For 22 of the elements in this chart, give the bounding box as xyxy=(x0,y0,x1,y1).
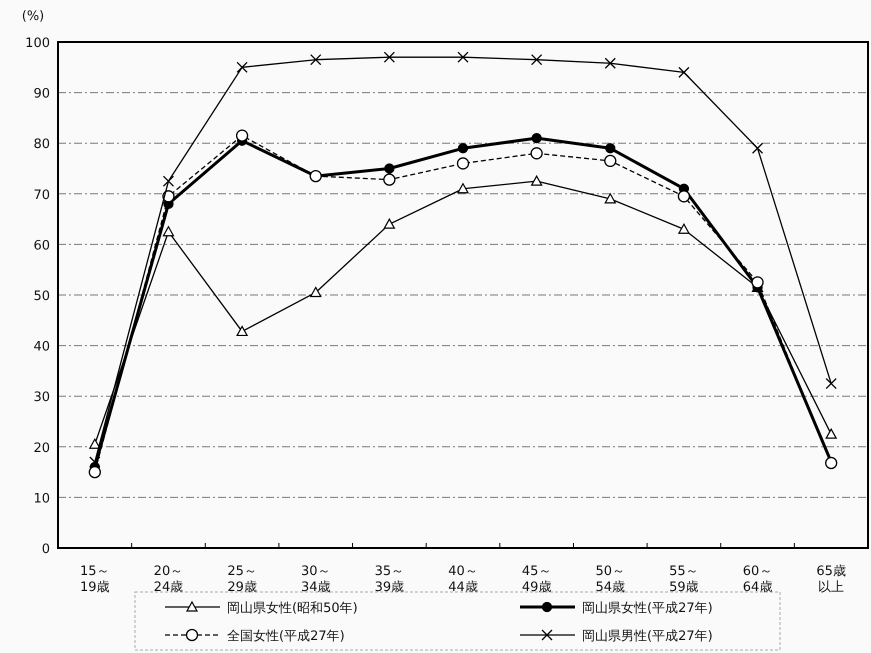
legend-label: 岡山県女性(昭和50年) xyxy=(227,601,358,616)
y-tick-label: 80 xyxy=(33,137,50,152)
x-tick-label: 65歳以上 xyxy=(816,564,846,595)
y-tick-label: 30 xyxy=(33,390,50,406)
x-tick-label: 50～54歳 xyxy=(596,564,626,595)
legend-label: 岡山県女性(平成27年) xyxy=(582,601,713,616)
y-tick-label: 50 xyxy=(33,289,50,304)
y-tick-label: 20 xyxy=(33,440,50,456)
y-tick-label: 70 xyxy=(33,188,50,203)
y-tick-label: 90 xyxy=(33,86,50,102)
x-tick-label: 15～19歳 xyxy=(80,564,110,595)
legend-label: 岡山県男性(平成27年) xyxy=(582,629,713,644)
y-tick-label: 10 xyxy=(33,491,50,506)
y-tick-label: 40 xyxy=(33,340,50,355)
legend-label: 全国女性(平成27年) xyxy=(227,629,345,644)
y-axis-title: (%) xyxy=(22,9,44,24)
y-tick-label: 0 xyxy=(42,542,50,557)
x-tick-label: 45～49歳 xyxy=(522,564,552,595)
y-tick-label: 100 xyxy=(25,36,50,51)
y-tick-label: 60 xyxy=(33,238,50,254)
x-tick-label: 30～34歳 xyxy=(300,564,330,595)
x-tick-label: 25～29歳 xyxy=(227,564,257,595)
